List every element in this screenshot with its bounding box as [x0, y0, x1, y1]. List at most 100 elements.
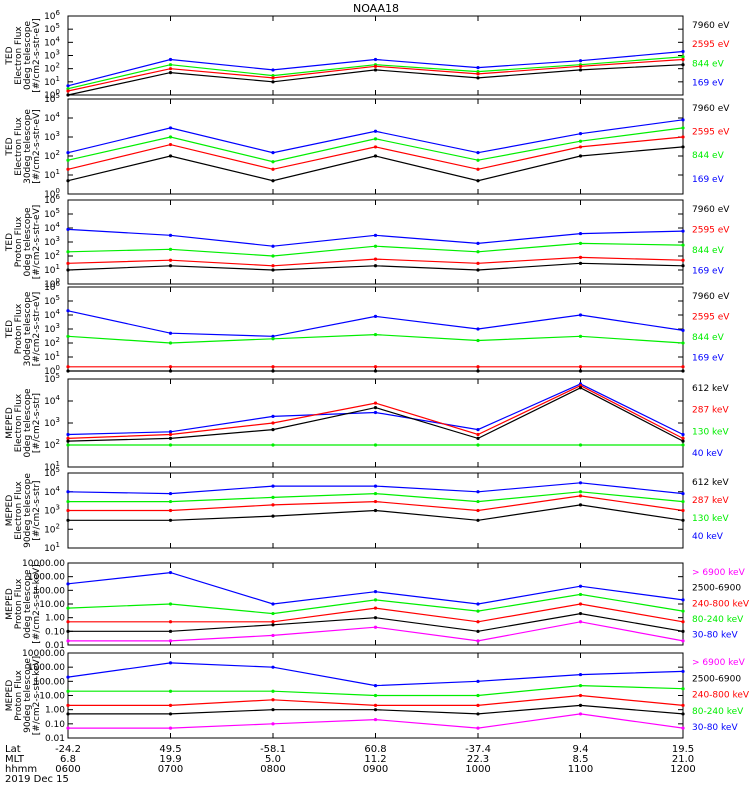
legend-entry: 240-800 keV [692, 691, 750, 701]
data-point [168, 154, 173, 158]
data-point [476, 518, 480, 522]
data-point [168, 639, 173, 643]
data-point [66, 179, 70, 183]
data-point [373, 154, 378, 158]
data-point [66, 167, 70, 171]
data-point [476, 712, 480, 716]
data-point [373, 703, 378, 708]
data-point [476, 268, 480, 272]
data-point [373, 129, 378, 133]
data-point [271, 73, 275, 78]
data-point [681, 341, 685, 345]
ylabel-line: [#/cm2-s-str-eV] [32, 109, 42, 184]
legend-entry: 287 keV [692, 496, 729, 506]
footer-lat-value: 49.5 [159, 744, 181, 755]
ylabel-line: MEPED [5, 407, 15, 439]
data-point [66, 675, 70, 679]
ytick-label: 103 [44, 49, 60, 62]
ytick-label: 100.00 [34, 586, 66, 596]
ylabel-line: 0deg telescope [23, 569, 33, 639]
ytick-label: 102 [44, 249, 60, 262]
ylabel-line: MEPED [5, 680, 15, 712]
data-point [168, 508, 173, 513]
ytick-label: 10.00 [39, 600, 65, 610]
data-point [168, 126, 173, 130]
data-point [66, 87, 70, 91]
data-point [476, 179, 480, 183]
data-point [271, 620, 275, 624]
data-point [476, 726, 480, 730]
data-point [681, 499, 685, 504]
data-point [66, 582, 70, 586]
data-point [578, 132, 583, 136]
data-point [66, 369, 70, 373]
data-point [168, 135, 173, 139]
ylabel-line: Electron Flux [14, 26, 24, 85]
legend-entry: 844 eV [692, 246, 725, 256]
legend-entry: 7960 eV [692, 205, 730, 215]
data-point [168, 726, 173, 730]
ytick-label: 0.10 [45, 627, 65, 637]
data-point [373, 257, 378, 261]
data-point [168, 499, 173, 504]
data-point [271, 76, 275, 80]
data-point [681, 491, 685, 496]
legend-entry: 130 keV [692, 427, 729, 437]
data-point [578, 255, 583, 259]
legend-entry: 287 keV [692, 406, 729, 416]
panel-7: 0.01 0.10 1.00 10.00 100.00 1000.00 10000.00 ME… [5, 559, 750, 651]
data-point [476, 679, 480, 683]
footer-mlt-value: 19.9 [159, 754, 181, 765]
data-point [681, 243, 685, 247]
footer-hhmm-value: 0900 [363, 764, 388, 775]
data-point [373, 365, 378, 369]
ytick-label: 10000.00 [22, 649, 65, 659]
data-point [271, 689, 275, 693]
data-point [373, 708, 378, 712]
data-point [66, 89, 70, 93]
data-point [373, 410, 378, 415]
data-point [476, 369, 480, 373]
data-point [578, 386, 583, 390]
data-point [168, 341, 173, 345]
ylabel-line: [#/cm2-s-str] [32, 480, 42, 540]
data-point [66, 432, 70, 437]
data-point [578, 703, 583, 708]
data-point [476, 629, 480, 633]
data-point [681, 432, 685, 437]
ytick-label: 103 [44, 322, 60, 335]
data-point [168, 247, 173, 251]
panel-frame [67, 199, 684, 285]
data-point [681, 264, 685, 268]
ylabel-line: MEPED [5, 588, 15, 620]
data-point [66, 726, 70, 730]
data-point [578, 241, 583, 245]
footer-mlt-value: 11.2 [364, 754, 386, 765]
data-point [373, 606, 378, 610]
data-point [168, 661, 173, 665]
data-point [476, 508, 480, 513]
legend-entry: 844 eV [692, 59, 725, 69]
ylabel-line: Proton Flux [14, 216, 24, 267]
data-point [66, 620, 70, 624]
data-point [476, 72, 480, 76]
footer-lat-value: 9.4 [573, 744, 589, 755]
ylabel-line: Proton Flux [14, 670, 24, 721]
ytick-label: 103 [44, 416, 60, 429]
data-point [373, 508, 378, 513]
data-point [271, 443, 275, 447]
ylabel-line: 0deg telescope [23, 388, 33, 458]
data-point [168, 570, 173, 575]
legend-entry: 169 eV [692, 175, 725, 185]
data-point [681, 258, 685, 262]
data-point [681, 726, 685, 730]
data-point [373, 598, 378, 602]
data-point [578, 145, 583, 149]
legend-entry: 30-80 keV [692, 631, 738, 641]
data-point [168, 689, 173, 693]
data-point [476, 620, 480, 624]
data-point [681, 669, 685, 674]
data-point [476, 428, 480, 432]
